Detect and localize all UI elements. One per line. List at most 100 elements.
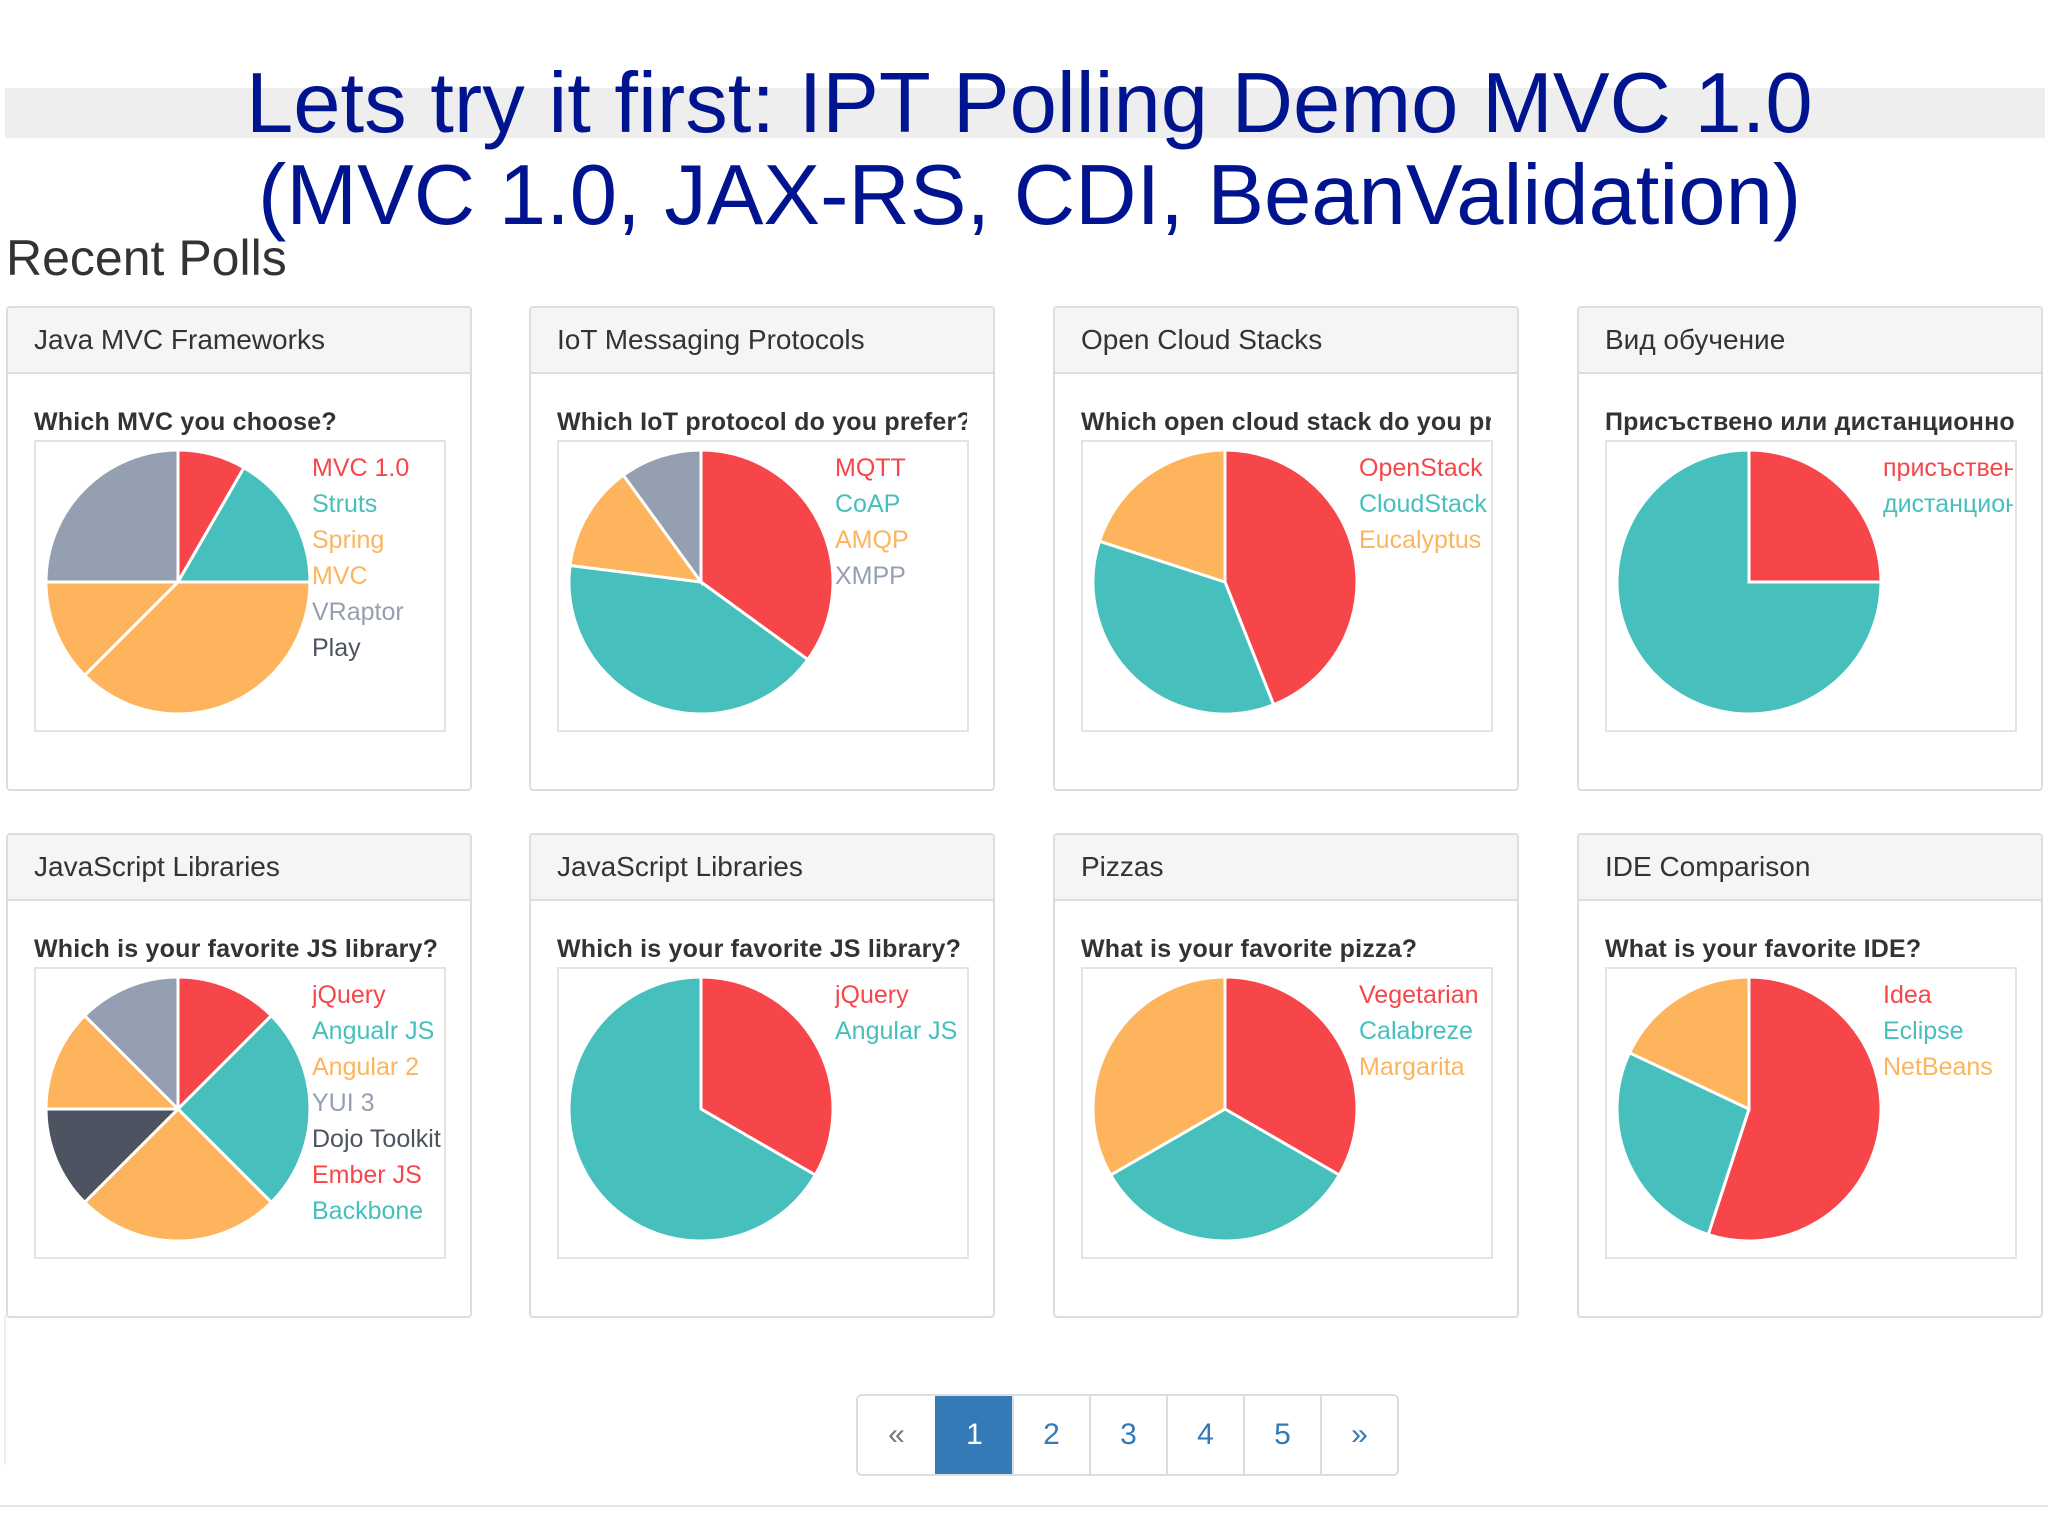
legend-item: Struts	[312, 490, 378, 518]
slide-title-line-1: Lets try it first: IPT Polling Demo MVC …	[246, 56, 1813, 151]
legend-item: OpenStack	[1359, 454, 1483, 482]
legend-item: YUI 3	[312, 1089, 375, 1117]
poll-panel[interactable]: Open Cloud Stacks Which open cloud stack …	[1053, 306, 1519, 791]
poll-question: What is your favorite IDE?	[1605, 935, 1922, 963]
pie-chart	[1091, 975, 1359, 1243]
poll-question: Which is your favorite JS library?	[557, 935, 962, 963]
legend-item: MVC	[312, 562, 368, 590]
pie-slice-0[interactable]	[1223, 975, 1359, 1178]
poll-chart: Vegetarian Calabreze Margarita	[1081, 967, 1493, 1259]
poll-panel[interactable]: JavaScript Libraries Which is your favori…	[6, 833, 472, 1318]
poll-panel[interactable]: IoT Messaging Protocols Which IoT protoco…	[529, 306, 995, 791]
pie-slice-5[interactable]	[44, 1013, 182, 1111]
pagination-page-5[interactable]: 5	[1243, 1396, 1320, 1474]
poll-title: IoT Messaging Protocols	[531, 308, 993, 374]
pie-chart	[567, 448, 835, 716]
chart-legend: Idea Eclipse NetBeans	[1883, 977, 2013, 1257]
poll-chart: присъствено дистанционно	[1605, 440, 2017, 732]
poll-question: Which IoT protocol do you prefer?	[557, 408, 967, 436]
pie-slice-4[interactable]	[44, 1107, 182, 1205]
pie-slice-1[interactable]	[1091, 539, 1276, 716]
poll-question: Which open cloud stack do you prefer?	[1081, 408, 1491, 436]
chart-legend: MQTT CoAP AMQP XMPP	[835, 450, 965, 730]
pie-slice-4[interactable]	[44, 448, 180, 584]
poll-panel[interactable]: Вид обучение Присъствено или дистанционно…	[1577, 306, 2043, 791]
legend-item: Eucalyptus	[1359, 526, 1482, 554]
pagination-page-3[interactable]: 3	[1089, 1396, 1166, 1474]
poll-panel[interactable]: JavaScript Libraries Which is your favori…	[529, 833, 995, 1318]
bottom-divider	[0, 1505, 2048, 1507]
poll-chart: MQTT CoAP AMQP XMPP	[557, 440, 969, 732]
pie-slice-2[interactable]	[1097, 448, 1227, 585]
title-band	[5, 88, 2045, 138]
pie-chart	[567, 975, 835, 1243]
pie-slice-0[interactable]	[1223, 448, 1359, 707]
poll-title: JavaScript Libraries	[531, 835, 993, 901]
poll-question: What is your favorite pizza?	[1081, 935, 1418, 963]
poll-panel[interactable]: Pizzas What is your favorite pizza? Vegeta…	[1053, 833, 1519, 1318]
chart-legend: jQuery Angular JS	[835, 977, 965, 1257]
pie-slice-1[interactable]	[175, 465, 312, 584]
legend-item: NetBeans	[1883, 1053, 1993, 1081]
section-title: Recent Polls	[6, 230, 287, 286]
poll-title: Java MVC Frameworks	[8, 308, 470, 374]
pie-chart	[44, 975, 312, 1243]
poll-question: Присъствено или дистанционно?	[1605, 408, 2015, 436]
poll-chart: jQuery Angualr JS Angular 2 YUI 3 Dojo Toolk…	[34, 967, 446, 1259]
pagination-page-1[interactable]: 1	[935, 1396, 1012, 1474]
poll-title: Open Cloud Stacks	[1055, 308, 1517, 374]
poll-title: Pizzas	[1055, 835, 1517, 901]
legend-item: Dojo Toolkit	[312, 1125, 441, 1153]
left-divider	[4, 1315, 6, 1465]
pagination-prev[interactable]: «	[858, 1396, 935, 1474]
pie-slice-2[interactable]	[1091, 975, 1227, 1178]
poll-chart: MVC 1.0 Struts Spring MVC VRaptor Play	[34, 440, 446, 732]
pagination-page-4[interactable]: 4	[1166, 1396, 1243, 1474]
legend-item: Ember JS	[312, 1161, 422, 1189]
pie-slice-0[interactable]	[1747, 448, 1883, 584]
pie-slice-2[interactable]	[568, 473, 705, 584]
chart-legend: OpenStack CloudStack Eucalyptus	[1359, 450, 1489, 730]
pagination-next[interactable]: »	[1320, 1396, 1397, 1474]
legend-item: AMQP	[835, 526, 909, 554]
pie-slice-1[interactable]	[1615, 1050, 1751, 1237]
pie-slice-1[interactable]	[175, 1013, 312, 1205]
pie-slice-2[interactable]	[82, 1106, 274, 1243]
pie-slice-3[interactable]	[44, 580, 182, 678]
legend-item: дистанционно	[1883, 490, 2013, 518]
chart-legend: jQuery Angualr JS Angular 2 YUI 3 Dojo Toolk…	[312, 977, 442, 1257]
legend-item: MVC 1.0	[312, 454, 410, 482]
pagination: « 1 2 3 4 5 »	[856, 1394, 1399, 1476]
legend-item: Play	[312, 634, 361, 662]
pie-slice-0[interactable]	[176, 975, 274, 1113]
pie-slice-0[interactable]	[699, 448, 835, 662]
slide-title-line-2: (MVC 1.0, JAX-RS, CDI, BeanValidation)	[258, 148, 1802, 243]
pie-slice-1[interactable]	[567, 975, 818, 1243]
pie-slice-6[interactable]	[82, 975, 180, 1113]
poll-panel[interactable]: IDE Comparison What is your favorite IDE?…	[1577, 833, 2043, 1318]
legend-item: Calabreze	[1359, 1017, 1473, 1045]
legend-item: XMPP	[835, 562, 906, 590]
chart-legend: MVC 1.0 Struts Spring MVC VRaptor Play	[312, 450, 442, 730]
pie-slice-3[interactable]	[621, 448, 703, 587]
poll-title: Вид обучение	[1579, 308, 2041, 374]
pie-chart	[44, 448, 312, 716]
pie-slice-0[interactable]	[699, 975, 835, 1178]
poll-title: JavaScript Libraries	[8, 835, 470, 901]
poll-chart: jQuery Angular JS	[557, 967, 969, 1259]
poll-panel[interactable]: Java MVC Frameworks Which MVC you choose?…	[6, 306, 472, 791]
poll-question: Which MVC you choose?	[34, 408, 337, 436]
pie-slice-0[interactable]	[1706, 975, 1883, 1243]
poll-chart: OpenStack CloudStack Eucalyptus	[1081, 440, 1493, 732]
pie-slice-1[interactable]	[1615, 448, 1883, 716]
chart-legend: Vegetarian Calabreze Margarita	[1359, 977, 1489, 1257]
pie-slice-2[interactable]	[1627, 975, 1751, 1112]
legend-item: jQuery	[312, 981, 386, 1009]
pie-chart	[1615, 448, 1883, 716]
pie-slice-1[interactable]	[1108, 1107, 1342, 1243]
pie-slice-2[interactable]	[82, 580, 312, 716]
pagination-page-2[interactable]: 2	[1012, 1396, 1089, 1474]
pie-slice-1[interactable]	[567, 563, 810, 716]
legend-item: Spring	[312, 526, 385, 554]
legend-item: Eclipse	[1883, 1017, 1964, 1045]
